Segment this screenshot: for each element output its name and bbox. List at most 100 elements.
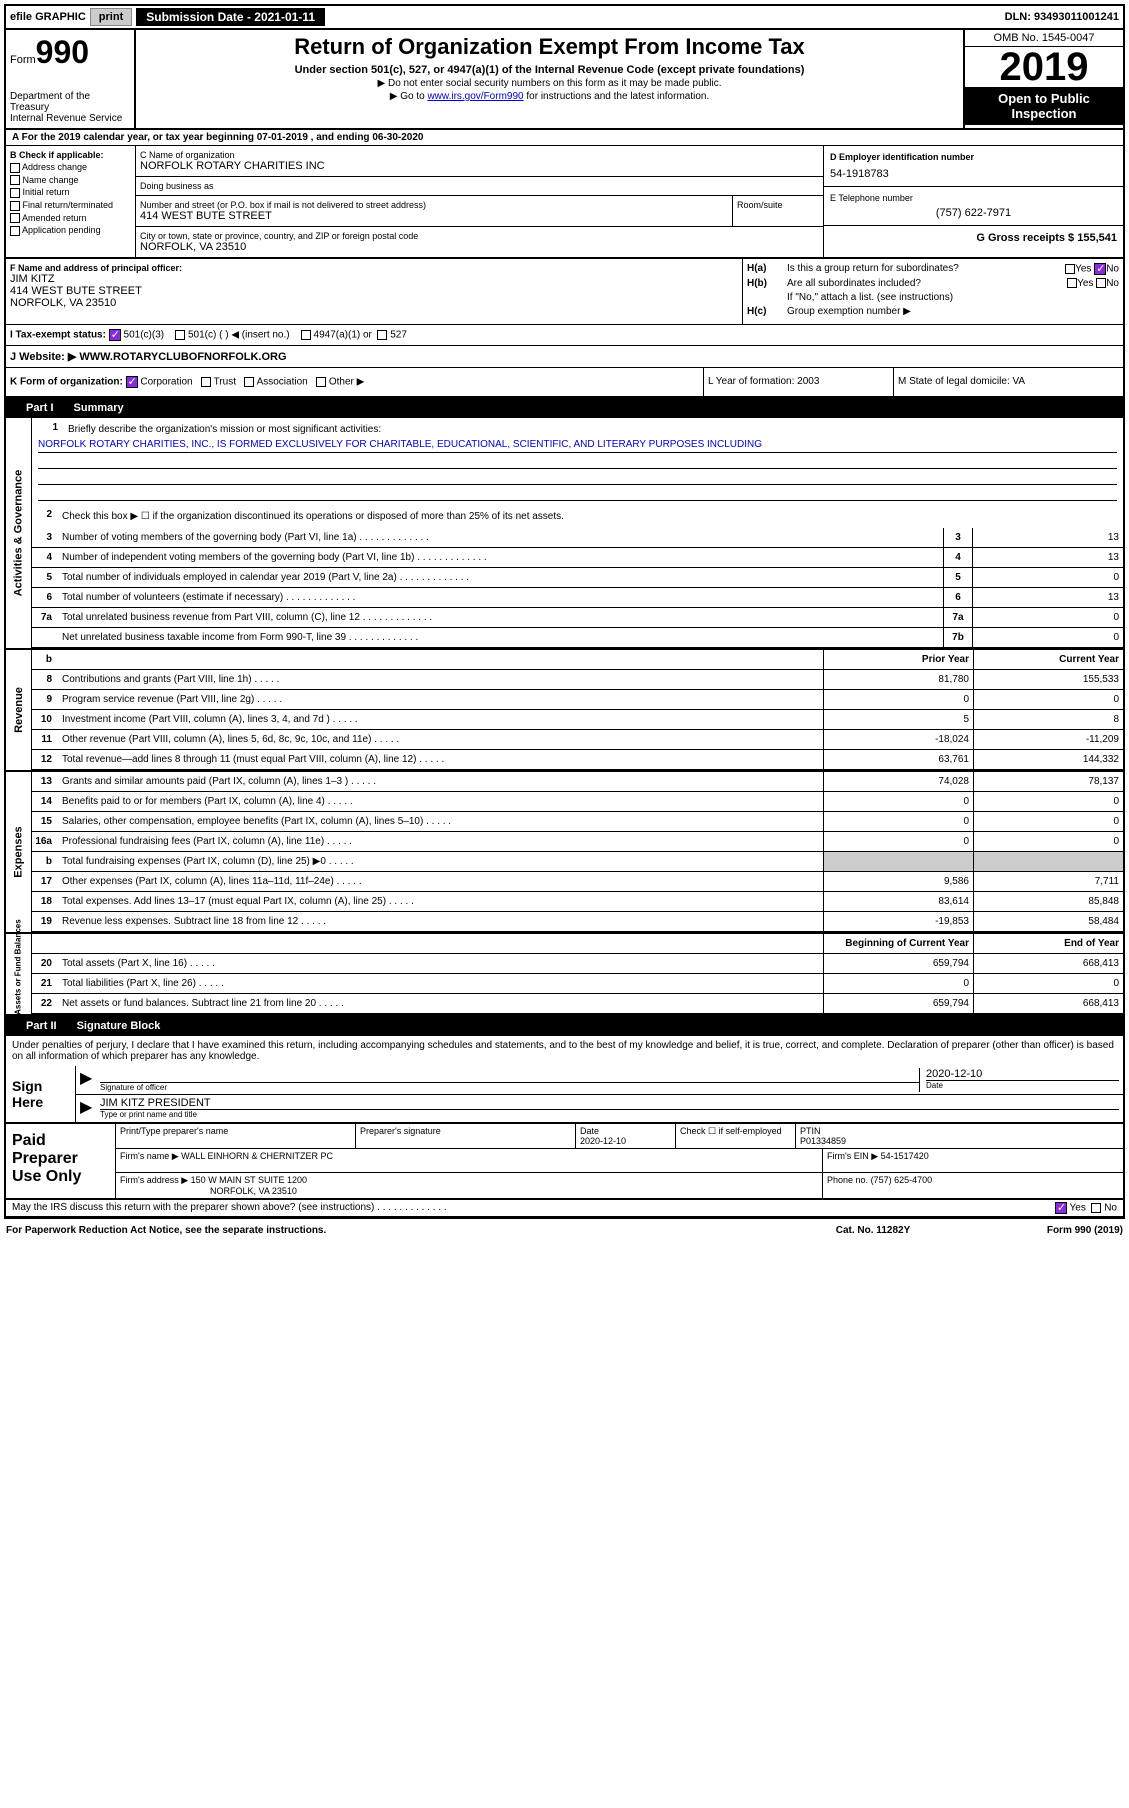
print-button[interactable]: print [90, 8, 132, 26]
city-value: NORFOLK, VA 23510 [140, 241, 819, 253]
hc-label: H(c) [747, 306, 787, 317]
hb-no[interactable] [1096, 278, 1106, 288]
line-box: 3 [943, 528, 973, 547]
line-box: 7b [943, 628, 973, 647]
tax-year: 2019 [965, 47, 1123, 87]
prep-name-label: Print/Type preparer's name [116, 1124, 356, 1148]
chk-final-return[interactable] [10, 201, 20, 211]
irs-label: Internal Revenue Service [10, 113, 130, 124]
arrow-icon-2: ▶ [80, 1097, 100, 1119]
line-num: 19 [32, 916, 58, 927]
prior-year-value: -18,024 [823, 730, 973, 749]
current-year-value: 668,413 [973, 954, 1123, 973]
firm-addr2: NORFOLK, VA 23510 [210, 1186, 297, 1196]
line-value: 13 [973, 548, 1123, 567]
form-title: Return of Organization Exempt From Incom… [144, 34, 955, 60]
chk-initial-return[interactable] [10, 188, 20, 198]
chk-other[interactable] [316, 377, 326, 387]
line1-label: Briefly describe the organization's miss… [64, 422, 1117, 437]
prior-year-value: 5 [823, 710, 973, 729]
line-num: b [32, 856, 58, 867]
row-a-tax-year: A For the 2019 calendar year, or tax yea… [6, 130, 1123, 146]
officer-addr2: NORFOLK, VA 23510 [10, 297, 738, 309]
prior-year-value: 0 [823, 812, 973, 831]
line-text: Professional fundraising fees (Part IX, … [58, 834, 823, 849]
prior-year-value: 0 [823, 792, 973, 811]
line-value: 0 [973, 628, 1123, 647]
line-text: Net unrelated business taxable income fr… [58, 630, 943, 645]
chk-application-pending[interactable] [10, 226, 20, 236]
firm-phone-label: Phone no. [827, 1175, 868, 1185]
line-text: Total unrelated business revenue from Pa… [58, 610, 943, 625]
hb-yes[interactable] [1067, 278, 1077, 288]
current-year-value: 155,533 [973, 670, 1123, 689]
chk-amended[interactable] [10, 213, 20, 223]
line-num: 17 [32, 876, 58, 887]
current-year-value: -11,209 [973, 730, 1123, 749]
line-num: 6 [32, 592, 58, 603]
line-text: Number of voting members of the governin… [58, 530, 943, 545]
year-formation: L Year of formation: 2003 [703, 368, 893, 396]
chk-address-change[interactable] [10, 163, 20, 173]
line-num: 12 [32, 754, 58, 765]
chk-501c[interactable] [175, 330, 185, 340]
chk-trust[interactable] [201, 377, 211, 387]
line-num: 11 [32, 734, 58, 745]
tax-exempt-label: I Tax-exempt status: [10, 330, 106, 341]
prior-year-value: 0 [823, 690, 973, 709]
discuss-no[interactable] [1091, 1203, 1101, 1213]
line-text: Total number of volunteers (estimate if … [58, 590, 943, 605]
side-net-assets: Net Assets or Fund Balances [6, 934, 32, 1014]
chk-corporation[interactable] [126, 376, 138, 388]
hc-text: Group exemption number ▶ [787, 306, 1119, 317]
firm-ein: 54-1517420 [881, 1151, 929, 1161]
city-label: City or town, state or province, country… [140, 231, 819, 241]
prior-year-value: 81,780 [823, 670, 973, 689]
line-text: Benefits paid to or for members (Part IX… [58, 794, 823, 809]
firm-addr-label: Firm's address ▶ [120, 1175, 188, 1185]
website-value: WWW.ROTARYCLUBOFNORFOLK.ORG [79, 351, 286, 363]
firm-ein-label: Firm's EIN ▶ [827, 1151, 878, 1161]
prior-year-value: 659,794 [823, 994, 973, 1013]
ein-label: D Employer identification number [830, 152, 1117, 162]
line-text: Total liabilities (Part X, line 26) [58, 976, 823, 991]
line-num: 8 [32, 674, 58, 685]
irs-link[interactable]: www.irs.gov/Form990 [427, 91, 523, 102]
line-num: 20 [32, 958, 58, 969]
part1-num: Part I [14, 400, 66, 416]
chk-association[interactable] [244, 377, 254, 387]
sig-date-value: 2020-12-10 [926, 1068, 1119, 1080]
form-ref: Form 990 (2019) [973, 1225, 1123, 1236]
side-expenses: Expenses [6, 772, 32, 932]
current-year-value: 0 [973, 690, 1123, 709]
prior-year-value: 74,028 [823, 772, 973, 791]
chk-501c3[interactable] [109, 329, 121, 341]
form-subtitle: Under section 501(c), 527, or 4947(a)(1)… [144, 64, 955, 76]
prep-date-value: 2020-12-10 [580, 1136, 626, 1146]
form-org-label: K Form of organization: [10, 377, 123, 388]
officer-label: F Name and address of principal officer: [10, 263, 738, 273]
line-text: Salaries, other compensation, employee b… [58, 814, 823, 829]
chk-4947[interactable] [301, 330, 311, 340]
line-num: 5 [32, 572, 58, 583]
chk-527[interactable] [377, 330, 387, 340]
chk-name-change[interactable] [10, 175, 20, 185]
current-year-value: 0 [973, 812, 1123, 831]
firm-name-label: Firm's name ▶ [120, 1151, 179, 1161]
ha-no[interactable] [1094, 263, 1106, 275]
line-num: 4 [32, 552, 58, 563]
part1-header: Part I Summary [6, 398, 1123, 418]
prior-year-value: 83,614 [823, 892, 973, 911]
current-year-value: 78,137 [973, 772, 1123, 791]
line-text: Total assets (Part X, line 16) [58, 956, 823, 971]
ha-yes[interactable] [1065, 264, 1075, 274]
phone-value: (757) 622-7971 [830, 207, 1117, 219]
line-num: 3 [32, 532, 58, 543]
prior-year-value: 0 [823, 832, 973, 851]
line-text: Total fundraising expenses (Part IX, col… [58, 854, 823, 869]
mission-text: NORFOLK ROTARY CHARITIES, INC., IS FORME… [38, 437, 1117, 453]
paperwork-notice: For Paperwork Reduction Act Notice, see … [6, 1225, 773, 1236]
ha-label: H(a) [747, 263, 787, 275]
discuss-yes[interactable] [1055, 1202, 1067, 1214]
form-number: 990 [36, 34, 89, 70]
